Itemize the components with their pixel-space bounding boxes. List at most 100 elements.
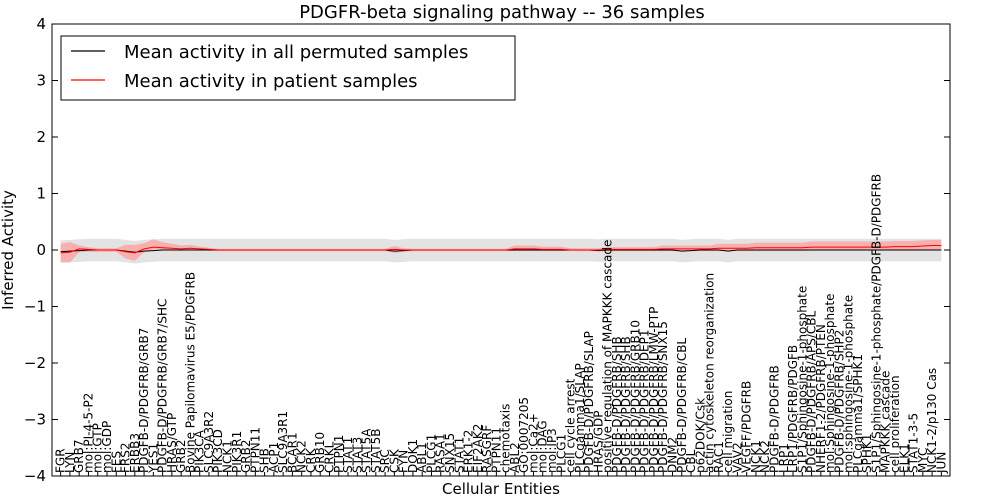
x-tick-label: actin cytoskeleton reorganization — [703, 273, 717, 473]
x-tick-label: CRKL — [322, 441, 336, 473]
x-tick-label: HRAS/GTP — [165, 413, 179, 473]
x-tick-label: positive regulation of MAPKKK cascade — [601, 240, 615, 473]
x-tick-label: PDGFB-D/PDGFRB/SHB — [610, 336, 624, 473]
x-tick-label: mol:DAG — [536, 420, 550, 473]
y-tick-label: 0 — [36, 241, 46, 259]
x-tick-label: SRC — [378, 449, 392, 473]
x-tick-label: GRB7 — [72, 439, 86, 473]
patient-band — [60, 239, 942, 263]
x-tick-label: JUN — [934, 452, 948, 474]
x-tick-label: PDGFB-D/PDGFRB/APS/CBL — [805, 310, 819, 473]
x-tick-label: VEGFF/PDGFRB — [740, 381, 754, 473]
legend-label-permuted: Mean activity in all permuted samples — [124, 42, 468, 63]
x-tick-label: SLC9A3R1 — [276, 411, 290, 473]
x-tick-label: STAT5B — [369, 429, 383, 474]
x-tick-label: LRP1/PDGFRB/PDGFB — [786, 345, 800, 473]
x-tick-label: PDGFB-D/PDGFRB/CBL — [675, 338, 689, 473]
x-tick-label: RASGRF — [480, 425, 494, 473]
x-tick-label: NCK2 — [758, 440, 772, 473]
x-tick-label: YES1 — [146, 443, 160, 474]
x-tick-label: NCK2 — [295, 440, 309, 473]
y-tick-label: −4 — [24, 467, 46, 485]
x-tick-label: CSK — [387, 448, 401, 473]
x-tick-label: SLC9A3R2 — [202, 411, 216, 473]
x-tick-label: mol:Ca2+ — [526, 413, 540, 473]
x-tick-label: STAT3 — [350, 437, 364, 473]
x-tick-label: SHB — [258, 448, 272, 473]
legend: Mean activity in all permuted samples Me… — [60, 35, 516, 101]
x-tick-label: mol:IP3 — [545, 428, 559, 473]
patient-series-line — [60, 244, 942, 254]
x-tick-label: GRB10 — [313, 432, 327, 473]
x-tick-label: PDGFB-D/PDGFRB/DEP1 — [638, 329, 652, 473]
x-tick-label: PLCgamma1/SPHK1 — [851, 354, 865, 473]
y-tick-label: −1 — [24, 298, 46, 316]
x-tick-label: PDGFB-D/PDGFRB/SHP2 — [832, 330, 846, 473]
x-tick-label: SNX15 — [443, 433, 457, 473]
x-tick-label: PTPN11 — [248, 427, 262, 473]
x-tick-label: PDGFB-D/PDGFRB/SHB — [619, 336, 633, 473]
x-tick-label: SPHK1 — [860, 434, 874, 473]
x-tick-label: cell cycle arrest — [564, 378, 578, 473]
x-tick-label: Bovine Papilomavirus E5/PDGFRB — [183, 272, 197, 473]
y-tick-label: 4 — [36, 15, 46, 33]
x-tick-label: ERBB3 — [128, 433, 142, 473]
x-tick-label: PDGFB-D/PDGFRB/GRB7 — [137, 328, 151, 473]
y-tick-label: −3 — [24, 411, 46, 429]
x-tick-label: mol:GDP — [100, 421, 114, 473]
x-tick-label: NHERF1-2/PDGFRB/PTEN — [814, 324, 828, 473]
x-tick-label: MAPKKK cascade — [879, 371, 893, 473]
x-tick-label: STAT1 — [341, 437, 355, 473]
y-tick-label: 1 — [36, 185, 46, 203]
x-tick-label: PIK3CD — [211, 429, 225, 473]
x-tick-label: HRAS/GDP — [591, 410, 605, 473]
x-tick-label: CBL — [684, 449, 698, 473]
x-tick-label: PTPN1 — [332, 435, 346, 473]
x-tick-label: BCAR1 — [285, 432, 299, 473]
x-tick-label: FRS2 — [119, 443, 133, 474]
x-tick-label: PDGFB-D/PDGFRB/SLAP — [582, 331, 596, 473]
x-tick-label: p62DOK/Csk — [693, 398, 707, 473]
x-tick-label: NCK1 — [749, 440, 763, 473]
x-tick-label: PTPN11 — [489, 427, 503, 473]
y-tick-label: −2 — [24, 354, 46, 372]
x-tick-label: FES — [109, 451, 123, 473]
chart-title: PDGFR-beta signaling pathway -- 36 sampl… — [299, 2, 705, 23]
x-tick-label: DOK1 — [406, 439, 420, 473]
x-tick-label: PDGFB-D/PDGFRB/LMW-PTP — [647, 307, 661, 473]
x-tick-label: cell proliferation — [888, 375, 902, 473]
x-tick-label: ELK1 — [897, 443, 911, 473]
x-tick-label: CRK — [304, 447, 318, 473]
x-axis-label: Cellular Entities — [442, 480, 560, 498]
x-tick-label: chemotaxis — [499, 404, 513, 473]
x-tick-label: PLCG1 — [424, 434, 438, 473]
x-tick-label: S1P1/Sphingosine-1-phosphate — [795, 286, 809, 473]
x-tick-label: DNM2 — [666, 437, 680, 473]
x-tick-label: PDGFB-D/PDGFRB — [767, 365, 781, 473]
x-tick-label: mol:GTP — [91, 423, 105, 473]
x-tick-label: LYN — [63, 452, 77, 473]
x-tick-label: MYC — [916, 448, 930, 473]
x-tick-label: STAT1 — [452, 437, 466, 473]
x-tick-label: NCK1-2/p130 Cas — [925, 368, 939, 473]
x-tick-label: cell migration — [721, 391, 735, 473]
x-tick-label: mol:PI-4-5-P2 — [81, 393, 95, 473]
x-tick-label: FYN — [397, 450, 411, 473]
legend-label-patient: Mean activity in patient samples — [124, 71, 418, 92]
x-tick-label: EIF2AK2 — [471, 424, 485, 473]
x-tick-label: S1P1/Sphingosine-1-phosphate/PDGFB-D/PDG… — [869, 174, 883, 473]
x-tick-label: ABL2 — [508, 442, 522, 473]
y-tick-label: 2 — [36, 128, 46, 146]
x-tick-label: RASA1 — [434, 433, 448, 473]
legend-box — [60, 35, 516, 101]
x-tick-label: PLCG1 — [554, 434, 568, 473]
x-tick-label: ERK1-2 — [462, 430, 476, 473]
x-tick-label: STAT5A — [360, 428, 374, 473]
x-tick-label: FGR — [54, 448, 68, 473]
x-tick-label: PDGFB-D/PDGFRB/SNX15 — [656, 321, 670, 473]
x-tick-label: GRB2 — [239, 439, 253, 473]
x-tick-label: mol:sphingosine-1-phosphate — [842, 295, 856, 473]
x-tick-label: LRP1 — [777, 443, 791, 473]
x-tick-label: PDGFB-D/PDGFRB/GRB7/SHC — [156, 299, 170, 473]
